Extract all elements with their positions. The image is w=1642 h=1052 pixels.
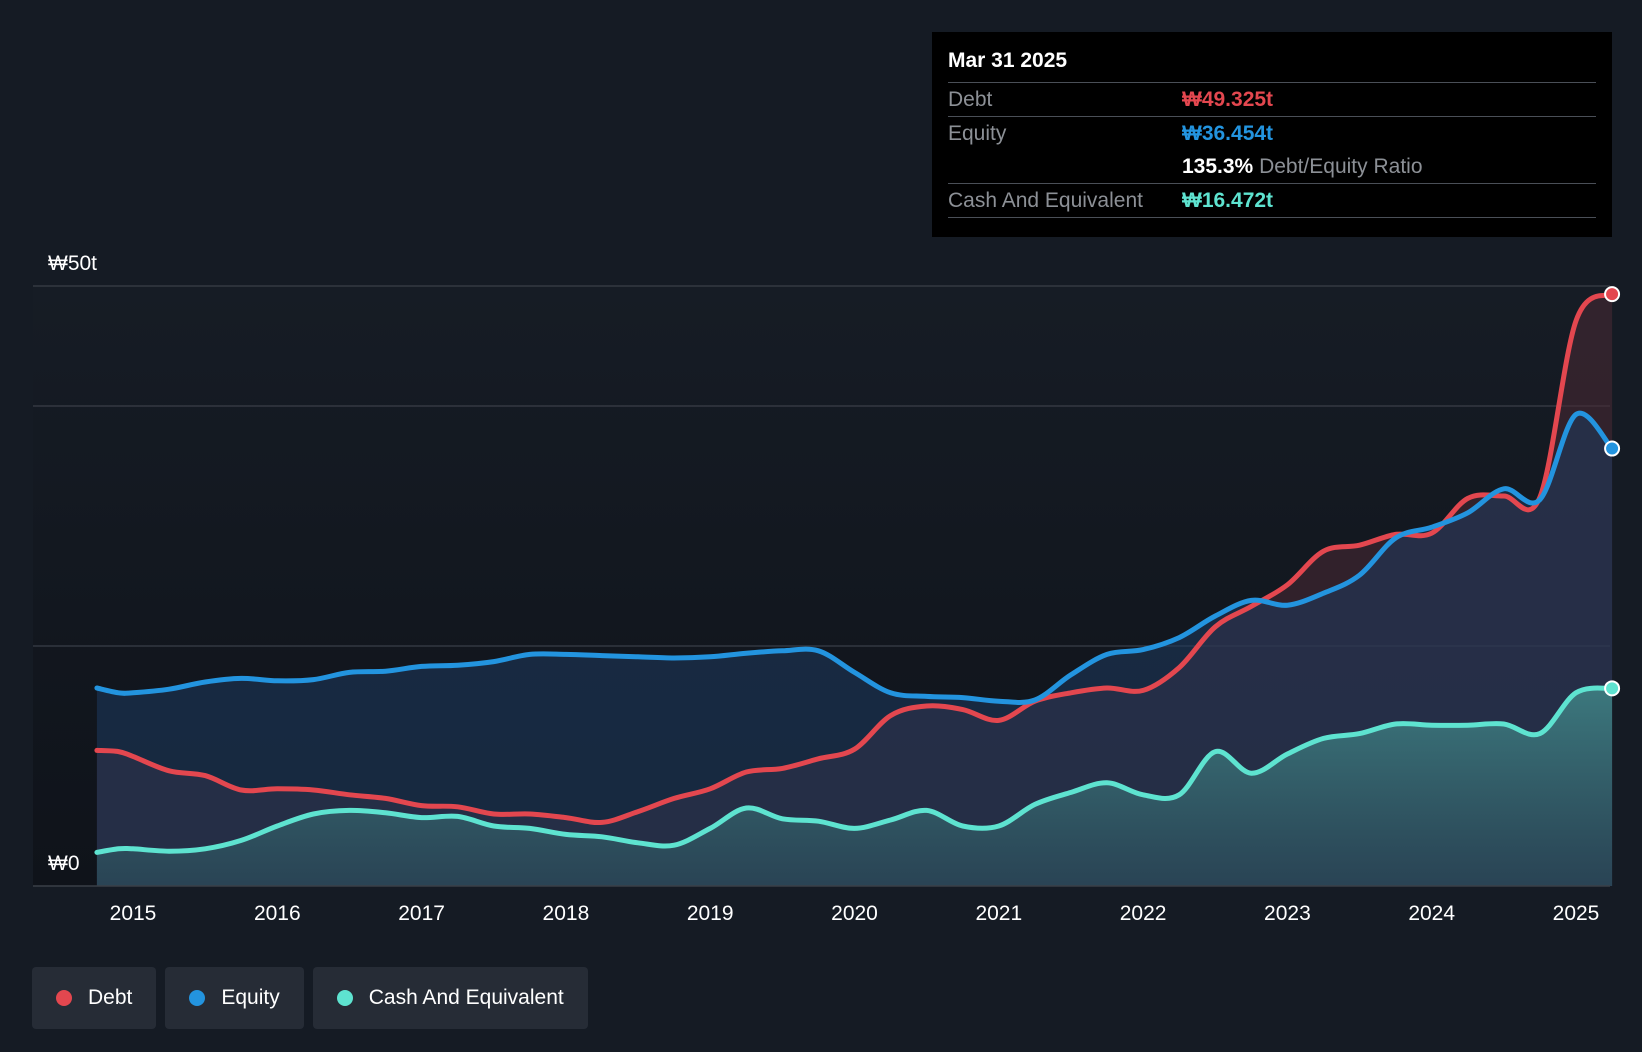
tooltip-ratio-label: Debt/Equity Ratio bbox=[1259, 155, 1423, 178]
series-lines bbox=[94, 291, 1615, 855]
equity-endpoint[interactable] bbox=[1604, 440, 1621, 457]
tooltip-debt-row: Debt ₩49.325t bbox=[948, 83, 1596, 117]
x-tick-label: 2021 bbox=[975, 902, 1022, 925]
x-tick-label: 2022 bbox=[1120, 902, 1167, 925]
chart-legend: Debt Equity Cash And Equivalent bbox=[32, 967, 588, 1029]
x-tick-label: 2015 bbox=[110, 902, 157, 925]
tooltip-date: Mar 31 2025 bbox=[948, 46, 1596, 83]
x-tick-label: 2024 bbox=[1408, 902, 1455, 925]
x-tick-label: 2017 bbox=[398, 902, 445, 925]
series-endpoints bbox=[1604, 286, 1621, 697]
x-tick-label: 2020 bbox=[831, 902, 878, 925]
x-axis-ticks: 2015 2016 2017 2018 2019 2020 2021 2022 2023 2024… bbox=[110, 902, 1600, 925]
tooltip-debt-value: ₩49.325t bbox=[1182, 88, 1274, 111]
debt-dot-icon bbox=[56, 990, 72, 1006]
tooltip-ratio: 135.3% Debt/Equity Ratio bbox=[1182, 150, 1423, 183]
x-tick-label: 2025 bbox=[1553, 902, 1600, 925]
tooltip-cash-value: ₩16.472t bbox=[1182, 189, 1274, 212]
x-tick-label: 2016 bbox=[254, 902, 301, 925]
legend-label-cash: Cash And Equivalent bbox=[368, 986, 564, 1009]
debt-line bbox=[94, 291, 1615, 826]
tooltip-cash-row: Cash And Equivalent ₩16.472t bbox=[948, 184, 1596, 218]
legend-label-debt: Debt bbox=[88, 986, 133, 1009]
tooltip-cash-label: Cash And Equivalent bbox=[948, 189, 1143, 212]
tooltip-equity-row: Equity ₩36.454t bbox=[948, 117, 1596, 150]
cash-dot-icon bbox=[336, 990, 353, 1006]
equity-dot-icon bbox=[189, 990, 206, 1006]
legend-item-debt[interactable]: Debt bbox=[32, 967, 157, 1029]
tooltip-equity-value: ₩36.454t bbox=[1182, 122, 1274, 145]
x-tick-label: 2023 bbox=[1264, 902, 1311, 925]
legend-label-equity: Equity bbox=[221, 986, 280, 1009]
equity-line bbox=[94, 410, 1615, 705]
y-tick-label-zero: ₩0 bbox=[48, 852, 80, 875]
hover-tooltip: Mar 31 2025 Debt ₩49.325t Equity ₩36.454… bbox=[932, 32, 1612, 237]
tooltip-ratio-row: 135.3% Debt/Equity Ratio bbox=[948, 150, 1596, 184]
cash-and-equivalent-line bbox=[94, 685, 1615, 855]
cash-and-equivalent-area bbox=[96, 688, 1613, 886]
cash-and-equivalent-endpoint[interactable] bbox=[1604, 680, 1621, 697]
tooltip-equity-label: Equity bbox=[948, 122, 1007, 145]
tooltip-debt-label: Debt bbox=[948, 88, 993, 111]
legend-item-cash[interactable]: Cash And Equivalent bbox=[312, 967, 588, 1029]
series-areas bbox=[96, 294, 1613, 887]
x-tick-label: 2018 bbox=[543, 902, 590, 925]
tooltip-ratio-value: 135.3% bbox=[1182, 155, 1254, 178]
y-tick-label-top: ₩50t bbox=[48, 252, 97, 275]
x-tick-label: 2019 bbox=[687, 902, 734, 925]
debt-endpoint[interactable] bbox=[1604, 286, 1621, 303]
legend-item-equity[interactable]: Equity bbox=[165, 967, 304, 1029]
